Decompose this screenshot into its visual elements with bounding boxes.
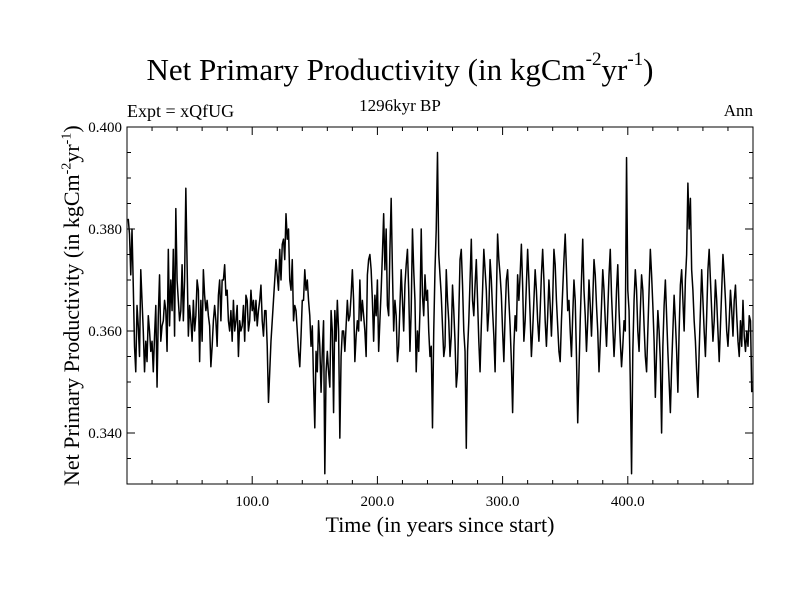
y-tick-label: 0.380 — [88, 222, 122, 238]
series-line-npp — [127, 151, 753, 475]
y-tick-label: 0.400 — [88, 120, 122, 136]
y-tick-label: 0.360 — [88, 324, 122, 340]
season-label: Ann — [723, 101, 753, 120]
x-axis-label: Time (in years since start) — [325, 512, 555, 537]
chart-subtitle: 1296kyr BP — [359, 96, 441, 115]
axis-tick-labels: 100.0 200.0 300.0 400.0 0.340 0.360 0.380 0.400 — [88, 120, 644, 510]
chart-title: Net Primary Productivity (in kgCm-2yr-1) — [146, 48, 654, 87]
axis-ticks — [127, 126, 753, 485]
x-tick-label: 100.0 — [235, 494, 269, 510]
y-axis-label: Net Primary Productivity (in kgCm-2yr-1) — [59, 125, 84, 486]
experiment-label: Expt = xQfUG — [127, 101, 235, 121]
y-tick-label: 0.340 — [88, 426, 122, 442]
x-tick-label: 300.0 — [486, 494, 520, 510]
x-tick-label: 200.0 — [361, 494, 395, 510]
x-tick-label: 400.0 — [611, 494, 645, 510]
